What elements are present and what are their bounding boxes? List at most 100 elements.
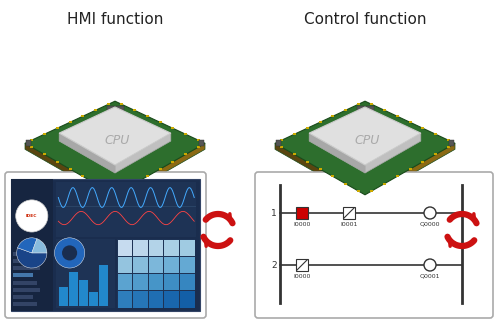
Bar [164,274,179,290]
Bar [11,179,200,311]
Bar [296,259,308,271]
Text: IDEC: IDEC [26,214,38,218]
Bar [276,140,281,146]
Bar [172,161,174,163]
Text: I0000: I0000 [294,222,310,227]
Polygon shape [115,143,205,201]
Bar [318,168,322,170]
Text: CPU: CPU [354,133,380,147]
Bar [133,292,148,308]
Bar [408,121,412,123]
Bar [13,302,37,306]
Bar [280,146,283,148]
Bar [107,103,110,105]
Polygon shape [275,101,455,195]
Bar [43,133,46,135]
Text: I0001: I0001 [340,222,357,227]
Bar [164,257,179,273]
Bar [172,127,174,129]
Bar [296,207,308,219]
Bar [120,103,123,105]
Bar [343,207,355,219]
Bar [56,239,115,308]
Bar [149,240,164,256]
Text: CPU: CPU [104,133,130,147]
Bar [133,240,148,256]
Polygon shape [365,133,421,173]
Text: Q0000: Q0000 [420,222,440,227]
Bar [90,292,98,306]
Bar [118,292,132,308]
Bar [383,183,386,185]
Bar [146,115,148,117]
Bar [370,190,373,192]
Bar [118,240,132,256]
Bar [133,274,148,290]
Text: Q0001: Q0001 [420,274,440,279]
Polygon shape [59,107,171,165]
Bar [13,295,34,299]
Wedge shape [32,239,47,253]
Bar [149,292,164,308]
Bar [357,103,360,105]
Bar [158,121,162,123]
Wedge shape [16,248,47,268]
Bar [306,127,308,129]
Bar [43,153,46,155]
Bar [396,115,398,117]
Bar [30,146,33,148]
Bar [344,109,347,111]
Bar [447,146,450,148]
Text: HMI function: HMI function [67,12,163,27]
Bar [13,281,37,284]
Text: 2: 2 [271,260,277,269]
Bar [199,140,204,146]
Circle shape [54,238,84,268]
Bar [184,153,187,155]
Bar [318,121,322,123]
Bar [11,179,52,311]
Bar [13,266,40,270]
Polygon shape [25,143,115,201]
Bar [306,161,308,163]
Polygon shape [59,133,115,173]
Bar [408,168,412,170]
Polygon shape [309,133,365,173]
Circle shape [16,200,48,232]
Bar [197,139,200,141]
Bar [26,140,31,146]
Bar [60,287,68,306]
Bar [344,183,347,185]
Bar [447,139,450,141]
Bar [332,175,334,177]
Bar [366,106,374,111]
Bar [133,109,136,111]
Bar [422,161,424,163]
FancyBboxPatch shape [5,172,206,318]
Bar [82,115,84,117]
Bar [120,190,123,192]
Circle shape [424,259,436,271]
Bar [117,239,195,308]
Bar [118,274,132,290]
Bar [13,259,37,263]
Polygon shape [275,143,365,201]
Bar [13,252,34,256]
Bar [68,121,71,123]
Bar [106,106,114,111]
Bar [13,288,40,292]
Bar [30,139,33,141]
Bar [82,175,84,177]
Text: Control function: Control function [304,12,426,27]
Bar [293,153,296,155]
Bar [107,190,110,192]
Bar [133,183,136,185]
Bar [357,190,360,192]
Bar [422,127,424,129]
Bar [56,161,58,163]
Bar [356,106,364,111]
Bar [449,140,454,146]
Bar [280,139,283,141]
Bar [180,292,194,308]
Polygon shape [115,133,171,173]
